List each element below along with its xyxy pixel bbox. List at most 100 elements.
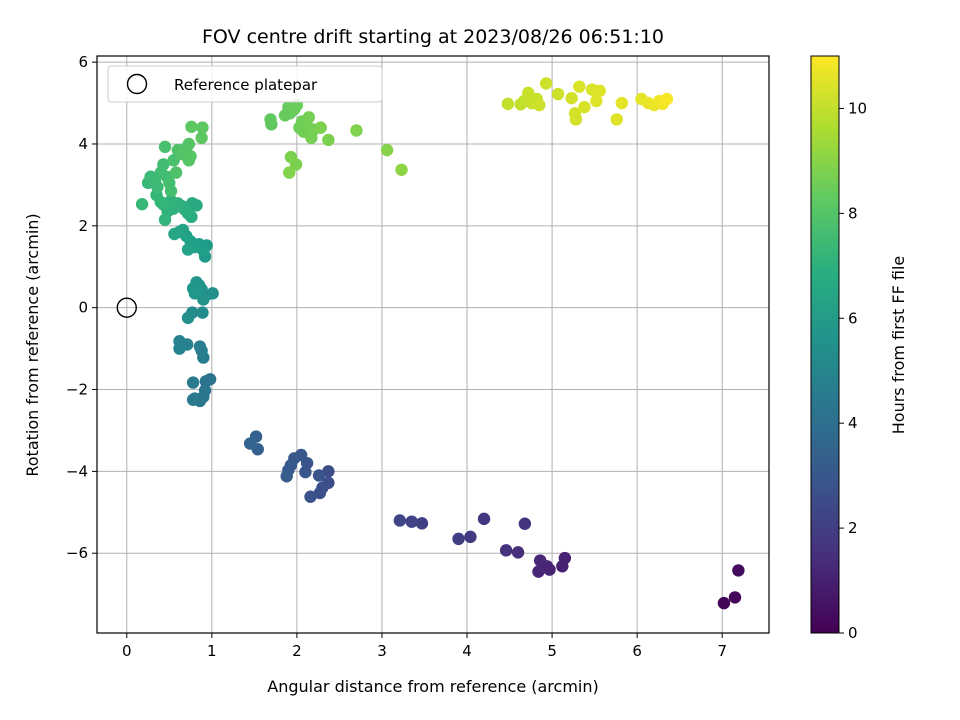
data-point bbox=[195, 131, 208, 145]
data-point bbox=[610, 113, 623, 126]
chart-title: FOV centre drift starting at 2023/08/26 … bbox=[202, 26, 664, 48]
data-point bbox=[593, 84, 606, 97]
data-point bbox=[569, 113, 583, 126]
colorbar-tick-label: 8 bbox=[848, 204, 858, 222]
data-point bbox=[415, 517, 429, 530]
scatter-points bbox=[135, 77, 745, 610]
data-point bbox=[243, 437, 257, 450]
data-point bbox=[304, 490, 317, 503]
data-point bbox=[322, 133, 335, 147]
data-point bbox=[728, 591, 742, 604]
data-point bbox=[533, 98, 546, 112]
x-tick-label: 7 bbox=[717, 642, 727, 660]
data-point bbox=[158, 213, 172, 226]
data-point bbox=[532, 565, 545, 578]
data-point bbox=[167, 154, 180, 167]
data-point bbox=[578, 100, 591, 114]
data-point bbox=[181, 311, 195, 325]
data-point bbox=[283, 166, 296, 179]
data-point bbox=[186, 282, 200, 295]
data-point bbox=[518, 517, 532, 530]
data-point bbox=[313, 486, 327, 500]
data-point bbox=[464, 530, 477, 544]
data-point bbox=[158, 140, 172, 154]
legend-reference-marker bbox=[126, 73, 148, 95]
reference-platepar-marker bbox=[116, 297, 137, 318]
data-point bbox=[169, 166, 183, 179]
data-point bbox=[350, 124, 363, 137]
y-tick-label: 2 bbox=[78, 217, 88, 235]
data-point bbox=[314, 121, 327, 134]
data-point bbox=[322, 465, 335, 478]
y-tick-label: −2 bbox=[66, 381, 88, 399]
data-point bbox=[522, 86, 535, 100]
data-point bbox=[395, 163, 408, 176]
data-point bbox=[393, 514, 407, 527]
y-axis-ticks: −6 −4 −2 0 2 4 6 bbox=[66, 53, 97, 562]
legend: Reference platepar bbox=[107, 65, 383, 103]
data-point bbox=[197, 293, 210, 306]
x-tick-label: 1 bbox=[207, 642, 217, 660]
y-tick-label: −4 bbox=[66, 462, 88, 480]
data-point bbox=[312, 469, 326, 482]
data-point bbox=[265, 118, 278, 131]
colorbar-tick-label: 0 bbox=[848, 624, 858, 642]
data-point bbox=[405, 515, 418, 528]
data-point bbox=[299, 465, 312, 479]
data-point bbox=[151, 180, 164, 194]
x-tick-label: 6 bbox=[632, 642, 642, 660]
colorbar-gradient bbox=[811, 56, 839, 633]
data-point bbox=[477, 512, 491, 526]
data-point bbox=[181, 243, 195, 256]
data-point bbox=[501, 97, 515, 111]
data-point bbox=[573, 80, 586, 93]
data-point bbox=[164, 184, 178, 198]
x-tick-label: 2 bbox=[292, 642, 302, 660]
data-point bbox=[186, 393, 200, 406]
data-point bbox=[196, 306, 209, 319]
x-tick-label: 0 bbox=[122, 642, 132, 660]
data-point bbox=[173, 342, 186, 355]
data-point bbox=[182, 137, 196, 151]
x-axis-ticks: 0 1 2 3 4 5 6 7 bbox=[122, 633, 727, 660]
y-tick-label: 0 bbox=[78, 299, 88, 317]
y-axis-label: Rotation from reference (arcmin) bbox=[23, 213, 42, 476]
data-point bbox=[186, 376, 200, 389]
colorbar-frame bbox=[810, 55, 840, 634]
data-point bbox=[590, 94, 603, 108]
y-tick-label: 6 bbox=[78, 53, 88, 71]
data-point bbox=[565, 91, 578, 105]
data-point bbox=[182, 154, 196, 167]
x-tick-label: 5 bbox=[547, 642, 557, 660]
colorbar-tick-label: 10 bbox=[848, 99, 867, 117]
data-point bbox=[511, 546, 525, 559]
plot-frame bbox=[96, 55, 770, 634]
data-point bbox=[302, 111, 316, 124]
data-point bbox=[185, 120, 198, 133]
data-point bbox=[199, 375, 213, 388]
data-point bbox=[280, 470, 293, 483]
data-point bbox=[452, 532, 465, 546]
data-point bbox=[499, 544, 513, 557]
data-point bbox=[196, 121, 209, 134]
data-point bbox=[380, 143, 394, 157]
data-point bbox=[157, 158, 170, 171]
x-tick-label: 3 bbox=[377, 642, 387, 660]
data-point bbox=[717, 596, 731, 610]
colorbar-ticks: 0 2 4 6 8 10 bbox=[839, 99, 867, 642]
data-point bbox=[556, 560, 569, 573]
colorbar: 0 2 4 6 8 10 Hours from first FF file bbox=[810, 55, 908, 642]
data-point bbox=[168, 227, 181, 241]
data-point bbox=[539, 77, 553, 90]
x-tick-label: 4 bbox=[462, 642, 472, 660]
data-point bbox=[193, 340, 207, 353]
data-point bbox=[615, 96, 629, 110]
colorbar-tick-label: 6 bbox=[848, 309, 858, 327]
data-point bbox=[551, 87, 565, 101]
y-tick-label: 4 bbox=[78, 135, 88, 153]
legend-label: Reference platepar bbox=[174, 76, 318, 94]
reference-marker-layer bbox=[116, 297, 137, 318]
data-point bbox=[135, 197, 149, 211]
data-point bbox=[289, 158, 303, 171]
